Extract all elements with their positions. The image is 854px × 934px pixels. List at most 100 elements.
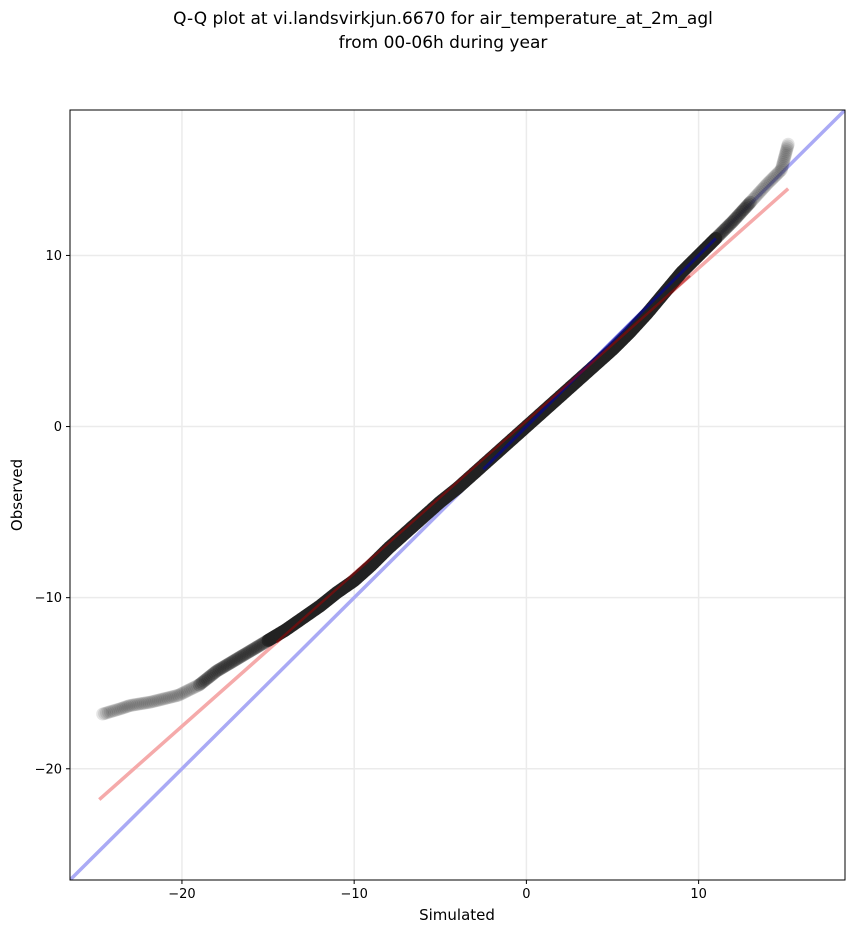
quantile-point [717, 223, 731, 237]
quantile-point [236, 648, 250, 662]
quantile-point [776, 156, 790, 170]
quantile-point [713, 227, 727, 241]
y-tick-label-1: −10 [35, 591, 62, 606]
quantile-point [247, 642, 261, 656]
quantile-point [144, 695, 158, 709]
quantile-point [136, 696, 150, 710]
quantile-point [129, 698, 143, 712]
y-tick-label-3: 10 [45, 249, 62, 264]
quantile-point [131, 697, 145, 711]
quantile-point [718, 222, 732, 236]
quantile-point [219, 659, 233, 673]
quantile-point [233, 650, 247, 664]
quantile-point [725, 216, 739, 230]
quantile-point [715, 225, 729, 239]
quantile-point [98, 706, 112, 720]
quantile-point [222, 657, 236, 671]
quantile-point [231, 651, 245, 665]
quantile-point [211, 663, 225, 677]
y-axis-label: Observed [8, 459, 26, 531]
quantile-point [177, 686, 191, 700]
quantile-point [778, 150, 792, 164]
quantile-point [765, 172, 779, 186]
quantile-point [775, 161, 789, 175]
quantile-point [123, 698, 137, 712]
y-tick-label-2: 0 [54, 420, 62, 435]
quantile-point [249, 641, 263, 655]
quantile-point [755, 182, 769, 196]
quantile-point [159, 691, 173, 705]
quantile-point [206, 667, 220, 681]
quantile-point [721, 219, 735, 233]
quantile-point [723, 217, 737, 231]
one-to-one-overlay [482, 237, 717, 471]
x-tick-label-0: −20 [168, 887, 195, 902]
quantile-point [741, 198, 755, 212]
quantile-point [738, 201, 752, 215]
quantile-point [774, 163, 788, 177]
quantile-point [769, 168, 783, 182]
quantile-point [148, 694, 162, 708]
y-axis-ticks: −20 −10 0 10 [35, 249, 70, 777]
quantile-point [160, 691, 174, 705]
quantile-point [239, 647, 253, 661]
quantile-point [778, 148, 792, 162]
quantile-point [227, 654, 241, 668]
overlay-lines [275, 237, 717, 644]
quantile-point [746, 193, 760, 207]
quantile-point [781, 139, 795, 153]
quantile-point [133, 697, 147, 711]
quantile-point [96, 707, 110, 721]
quantile-point [208, 665, 222, 679]
quantile-point [242, 645, 256, 659]
quantile-point [779, 146, 793, 160]
quantile-point [220, 658, 234, 672]
x-tick-label-3: 10 [690, 887, 707, 902]
quantile-point [749, 190, 763, 204]
quantile-point [726, 214, 740, 228]
quantile-point [238, 647, 252, 661]
quantile-point [205, 668, 219, 682]
quantile-point [735, 204, 749, 218]
quantile-point [142, 695, 156, 709]
quantile-point [175, 686, 189, 700]
quantile-point [170, 689, 184, 703]
quantile-point [146, 695, 160, 709]
quantile-point [122, 699, 136, 713]
quantile-point [745, 194, 759, 208]
quantile-point [719, 221, 733, 235]
quantile-point [111, 702, 125, 716]
quantile-point [109, 703, 123, 717]
quantile-point [754, 184, 768, 198]
quantile-point [777, 154, 791, 168]
quantile-point [225, 655, 239, 669]
quantile-point [209, 664, 223, 678]
quantile-point [775, 159, 789, 173]
quantile-point [185, 681, 199, 695]
quantile-point [195, 675, 209, 689]
fit-overlay [275, 274, 691, 644]
x-tick-label-1: −10 [340, 887, 367, 902]
quantile-point [781, 137, 795, 151]
grid [70, 110, 845, 880]
quantile-point [197, 674, 211, 688]
quantile-point [149, 694, 163, 708]
quantile-point [180, 684, 194, 698]
quantile-point [138, 696, 152, 710]
quantile-point [780, 143, 794, 157]
quantile-point [734, 206, 748, 220]
quantile-point [780, 141, 794, 155]
quantile-point [135, 697, 149, 711]
quantile-point [737, 203, 751, 217]
y-tick-label-0: −20 [35, 762, 62, 777]
quantile-point [770, 167, 784, 181]
quantile-point [759, 178, 773, 192]
quantile-point [729, 211, 743, 225]
plot-frame [69, 109, 846, 881]
quantile-point [739, 200, 753, 214]
quantile-point [162, 690, 176, 704]
quantile-point [779, 145, 793, 159]
quantile-point [758, 179, 772, 193]
quantile-point [747, 191, 761, 205]
